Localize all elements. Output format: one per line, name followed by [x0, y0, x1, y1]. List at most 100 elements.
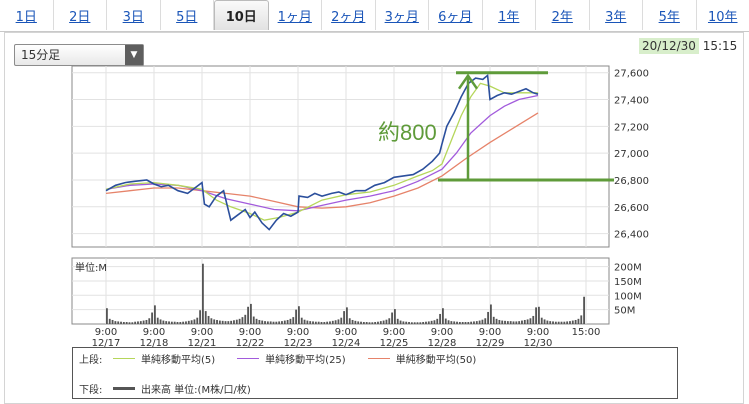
volume-bar — [134, 321, 137, 324]
tab-7[interactable]: 3ヶ月 — [376, 0, 429, 30]
volume-bar — [538, 306, 540, 324]
volume-bar — [261, 320, 264, 324]
tab-13[interactable]: 10年 — [707, 9, 738, 25]
volume-bar — [571, 320, 574, 324]
legend-lower-row: 下段: 出来高 単位:(M株/口/枚) — [79, 381, 273, 396]
tab-9[interactable]: 1年 — [483, 0, 536, 30]
x-tick-date: 12/22 — [236, 338, 265, 349]
tab-5[interactable]: 1ヶ月 — [269, 0, 322, 30]
volume-bar — [560, 321, 563, 324]
volume-bar — [374, 321, 377, 324]
volume-bar — [340, 317, 343, 324]
volume-bar — [323, 321, 326, 324]
volume-bar — [365, 321, 368, 324]
volume-bar — [422, 321, 425, 324]
volume-bar — [461, 321, 464, 324]
x-tick-date: 12/30 — [524, 338, 553, 349]
timestamp-date: 20/12/30 — [639, 38, 699, 54]
interval-select[interactable]: 15分足 ▼ — [14, 44, 144, 66]
volume-bar — [388, 318, 391, 324]
volume-bar — [569, 321, 571, 324]
volume-bar — [122, 321, 125, 324]
volume-bar — [125, 321, 128, 324]
chevron-down-icon: ▼ — [125, 45, 143, 65]
volume-bar — [549, 321, 552, 324]
volume-bar — [552, 321, 554, 324]
volume-bar — [241, 317, 244, 324]
volume-bar — [481, 319, 484, 324]
volume-bar — [399, 320, 402, 324]
price-ytick: 27,200 — [614, 122, 649, 133]
volume-bar — [227, 321, 230, 324]
legend-item-volume: 出来高 単位:(M株/口/枚) — [113, 381, 251, 396]
volume-bar — [478, 320, 481, 324]
volume-bar — [512, 321, 515, 324]
x-tick-time: 9:00 — [383, 327, 405, 338]
price-plot-frame — [71, 65, 610, 248]
volume-bar — [185, 321, 187, 324]
volume-bar — [444, 318, 447, 324]
volume-bar — [526, 319, 529, 324]
series-ma50 — [105, 112, 539, 209]
volume-bar — [128, 322, 131, 324]
volume-bar — [495, 318, 498, 324]
volume-bar — [427, 321, 430, 324]
volume-ytick: 50M — [614, 306, 635, 317]
volume-bar — [114, 321, 117, 324]
volume-bar — [433, 320, 436, 324]
volume-bar — [244, 314, 247, 324]
price-ytick: 27,000 — [614, 149, 649, 160]
legend-lower-label: 下段: — [79, 384, 103, 396]
tab-2[interactable]: 3日 — [107, 0, 161, 30]
volume-bar — [292, 317, 295, 324]
volume-bar — [204, 311, 207, 324]
tab-1[interactable]: 2日 — [54, 0, 107, 30]
volume-bar — [354, 320, 357, 324]
volume-bar — [156, 317, 159, 324]
tab-6[interactable]: 2ヶ月 — [322, 0, 376, 30]
volume-bar — [300, 317, 303, 324]
legend-item-ma50: 単純移動平均(50) — [367, 351, 476, 366]
volume-bar — [382, 320, 385, 324]
volume-bar — [509, 321, 512, 324]
volume-bar — [199, 310, 201, 324]
tab-0[interactable]: 1日 — [0, 0, 54, 30]
timestamp: 20/12/30 15:15 — [639, 38, 737, 54]
volume-bar — [190, 320, 193, 324]
volume-bar — [521, 320, 523, 324]
period-tabs: 1日 2日 3日 5日 10日 1ヶ月 2ヶ月 3ヶ月 6ヶ月 1年 2年 3年 5年 10年 — [0, 0, 749, 32]
x-tick-time: 9:00 — [479, 327, 501, 338]
volume-bar — [416, 322, 419, 324]
volume-plot-frame — [71, 257, 610, 325]
volume-bar — [298, 306, 300, 324]
volume-bar — [535, 307, 537, 324]
volume-bar — [329, 321, 331, 324]
volume-bar — [379, 321, 382, 324]
volume-bar — [170, 321, 173, 324]
volume-bar — [238, 318, 241, 324]
tab-3[interactable]: 5日 — [161, 0, 214, 30]
x-tick-time: 9:00 — [191, 327, 213, 338]
legend-upper-label: 上段: — [79, 354, 103, 366]
tab-8[interactable]: 6ヶ月 — [429, 0, 483, 30]
volume-bar — [337, 319, 340, 324]
price-ytick: 27,600 — [614, 69, 649, 80]
legend: 上段: 単純移動平均(5) 単純移動平均(25) 単純移動平均(50) 下段: … — [72, 347, 678, 399]
tab-10[interactable]: 2年 — [536, 0, 590, 30]
annotation-arrowhead — [457, 73, 479, 90]
volume-bar — [314, 321, 317, 324]
volume-bar — [117, 321, 120, 324]
volume-bar — [436, 318, 439, 324]
volume-bar — [193, 319, 196, 324]
volume-bar — [523, 319, 526, 324]
volume-bar — [289, 318, 292, 324]
tab-11[interactable]: 3年 — [590, 0, 643, 30]
x-tick-time: 9:00 — [335, 327, 357, 338]
volume-bar — [145, 319, 148, 324]
volume-bar — [490, 304, 492, 324]
tab-12[interactable]: 5年 — [643, 0, 697, 30]
x-tick-date: 12/29 — [476, 338, 505, 349]
tab-4[interactable]: 10日 — [214, 0, 269, 30]
x-tick-date: 12/21 — [188, 338, 217, 349]
volume-bar — [326, 321, 329, 324]
